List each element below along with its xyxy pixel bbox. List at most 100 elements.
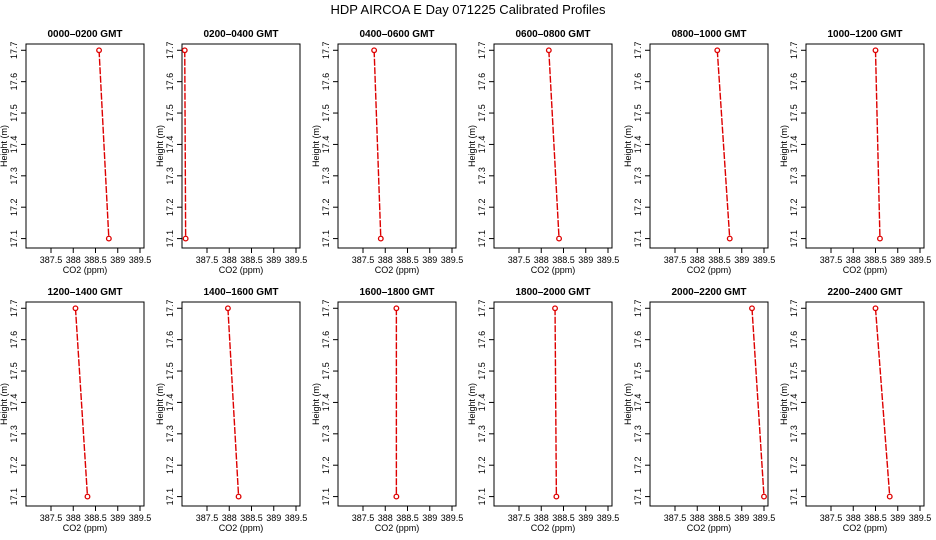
y-tick-label: 17.5 — [321, 362, 331, 380]
x-axis-label: CO2 (ppm) — [687, 523, 732, 533]
y-axis-label: Height (m) — [467, 383, 477, 425]
profile-line — [227, 308, 240, 497]
y-tick-label: 17.4 — [477, 394, 487, 412]
data-point — [393, 305, 400, 312]
x-tick-label: 387.5 — [196, 255, 219, 265]
x-tick-label: 387.5 — [820, 255, 843, 265]
x-tick-label: 388 — [534, 255, 549, 265]
x-tick-label: 389 — [734, 513, 749, 523]
x-tick-label: 389.5 — [753, 513, 776, 523]
y-tick-label: 17.4 — [9, 136, 19, 154]
y-tick-label: 17.7 — [321, 42, 331, 60]
x-tick-label: 389.5 — [597, 255, 620, 265]
x-axis-label: CO2 (ppm) — [531, 265, 576, 275]
y-tick-label: 17.4 — [321, 136, 331, 154]
y-tick-label: 17.6 — [9, 331, 19, 349]
x-tick-label: 388 — [66, 255, 81, 265]
data-point — [714, 47, 721, 54]
y-tick-label: 17.4 — [165, 136, 175, 154]
data-point — [96, 47, 103, 54]
panel-title: 1200–1400 GMT — [47, 287, 122, 298]
panel-10: 2000–2200 GMT 387.5 388 388.5 389 389.5 CO2 (p… — [623, 287, 775, 533]
y-tick-label: 17.4 — [789, 394, 799, 412]
y-tick-label: 17.3 — [321, 167, 331, 185]
y-tick-label: 17.6 — [633, 331, 643, 349]
x-tick-label: 389 — [110, 513, 125, 523]
y-tick-label: 17.1 — [789, 488, 799, 506]
plot-frame — [337, 301, 457, 507]
y-tick-label: 17.3 — [633, 167, 643, 185]
y-axis-label: Height (m) — [0, 125, 9, 167]
y-tick-label: 17.5 — [789, 104, 799, 122]
x-tick-label: 389 — [734, 255, 749, 265]
y-axis-label: Height (m) — [311, 125, 321, 167]
x-tick-label: 389 — [578, 513, 593, 523]
data-point — [877, 235, 883, 242]
plot-frame — [181, 301, 301, 507]
y-tick-label: 17.2 — [789, 456, 799, 474]
plot-frame — [25, 301, 145, 507]
y-tick-label: 17.1 — [477, 488, 487, 506]
y-tick-label: 17.3 — [477, 167, 487, 185]
profile-line — [874, 50, 881, 239]
plot-frame — [181, 43, 301, 249]
y-tick-label: 17.4 — [165, 394, 175, 412]
panel-7: 1400–1600 GMT 387.5 388 388.5 389 389.5 CO2 (p… — [155, 287, 307, 533]
data-point — [84, 493, 91, 500]
x-tick-label: 389.5 — [129, 255, 152, 265]
y-axis-label: Height (m) — [623, 383, 633, 425]
y-tick-label: 17.1 — [633, 230, 643, 248]
x-tick-label: 389.5 — [441, 513, 464, 523]
y-tick-label: 17.4 — [789, 136, 799, 154]
panel-title: 1800–2000 GMT — [515, 287, 590, 298]
x-tick-label: 389 — [110, 255, 125, 265]
y-tick-label: 17.7 — [9, 42, 19, 60]
y-tick-label: 17.3 — [789, 167, 799, 185]
x-tick-label: 388 — [378, 513, 393, 523]
x-tick-label: 387.5 — [352, 255, 375, 265]
panel-0: 0000–0200 GMT 387.5 388 388.5 389 389.5 CO2 (p… — [0, 29, 151, 275]
x-axis-label: CO2 (ppm) — [531, 523, 576, 533]
profile-line — [184, 50, 187, 239]
y-tick-label: 17.7 — [633, 300, 643, 318]
x-tick-label: 389 — [266, 255, 281, 265]
x-axis-label: CO2 (ppm) — [219, 523, 264, 533]
y-tick-label: 17.6 — [633, 73, 643, 91]
y-tick-label: 17.2 — [477, 198, 487, 216]
plot-frame — [805, 43, 925, 249]
panel-6: 1200–1400 GMT 387.5 388 388.5 389 389.5 CO2 (p… — [0, 287, 151, 533]
y-tick-label: 17.6 — [321, 331, 331, 349]
panel-title: 2000–2200 GMT — [671, 287, 746, 298]
panel-8: 1600–1800 GMT 387.5 388 388.5 389 389.5 CO2 (p… — [311, 287, 463, 533]
x-tick-label: 389 — [890, 255, 905, 265]
x-axis-label: CO2 (ppm) — [375, 523, 420, 533]
y-tick-label: 17.4 — [9, 394, 19, 412]
x-axis-label: CO2 (ppm) — [843, 523, 888, 533]
panel-title: 0000–0200 GMT — [47, 29, 122, 40]
x-tick-label: 389.5 — [441, 255, 464, 265]
y-tick-label: 17.7 — [9, 300, 19, 318]
data-point — [872, 305, 879, 312]
x-tick-label: 388.5 — [708, 255, 731, 265]
x-tick-label: 389 — [266, 513, 281, 523]
data-point — [377, 235, 384, 242]
y-tick-label: 17.6 — [789, 331, 799, 349]
data-point — [105, 235, 112, 242]
plot-frame — [25, 43, 145, 249]
y-tick-label: 17.2 — [9, 456, 19, 474]
x-tick-label: 388 — [534, 513, 549, 523]
profile-line — [716, 50, 731, 239]
y-tick-label: 17.7 — [165, 300, 175, 318]
y-tick-label: 17.7 — [477, 300, 487, 318]
panel-11: 2200–2400 GMT 387.5 388 388.5 389 389.5 CO2 (p… — [779, 287, 931, 533]
y-tick-label: 17.1 — [321, 230, 331, 248]
y-tick-label: 17.3 — [165, 167, 175, 185]
data-point — [181, 47, 188, 54]
y-tick-label: 17.1 — [9, 488, 19, 506]
y-tick-label: 17.1 — [321, 488, 331, 506]
x-tick-label: 387.5 — [40, 513, 63, 523]
y-tick-label: 17.4 — [633, 136, 643, 154]
plot-frame — [805, 301, 925, 507]
